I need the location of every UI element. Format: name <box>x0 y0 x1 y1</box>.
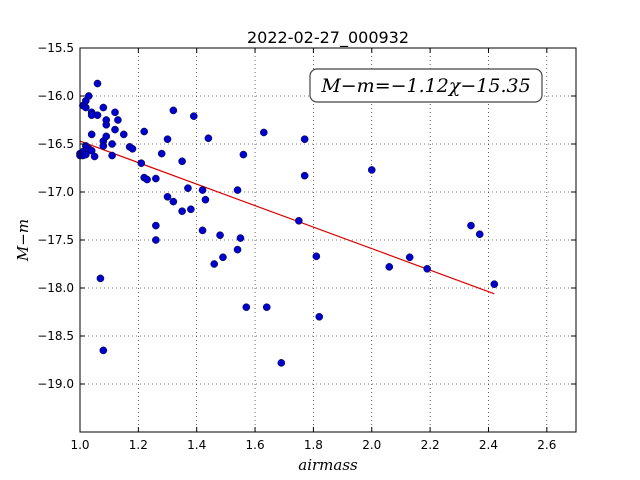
data-point <box>111 108 119 117</box>
y-tick-label: −19.0 <box>37 377 74 391</box>
data-point <box>137 159 146 167</box>
data-point <box>82 103 90 112</box>
data-point <box>99 103 108 112</box>
data-point <box>204 134 213 143</box>
x-tick-labels: 1.0 1.2 1.4 1.6 1.8 2.0 2.2 2.4 2.6 <box>70 438 556 452</box>
chart-title: 2022-02-27_000932 <box>247 28 409 48</box>
data-point <box>201 195 210 204</box>
data-point <box>187 205 195 214</box>
data-point <box>90 152 99 161</box>
data-point <box>99 142 108 150</box>
data-point <box>367 166 376 174</box>
x-tick-label: 2.6 <box>537 438 556 452</box>
data-point <box>423 264 432 273</box>
data-point <box>114 116 122 124</box>
data-point <box>102 132 111 141</box>
y-tick-label: −17.5 <box>37 233 74 247</box>
data-point <box>475 230 484 239</box>
y-tick-label: −15.5 <box>37 41 74 55</box>
y-tick-label: −16.5 <box>37 137 74 151</box>
x-tick-label: 2.4 <box>479 438 498 452</box>
data-point <box>233 186 242 194</box>
data-point <box>93 111 102 119</box>
data-point <box>108 140 116 148</box>
data-point <box>262 303 271 312</box>
data-point <box>198 226 207 235</box>
data-point <box>219 253 227 262</box>
data-point <box>178 157 186 166</box>
ticks <box>79 47 576 432</box>
data-point <box>169 197 178 206</box>
data-point <box>405 253 414 262</box>
x-tick-label: 1.8 <box>304 438 323 452</box>
data-point <box>111 125 119 134</box>
data-point <box>128 144 137 153</box>
data-point <box>119 130 128 139</box>
data-point <box>233 245 242 254</box>
points-layer <box>76 79 499 367</box>
data-point <box>236 234 245 242</box>
data-point <box>239 150 248 159</box>
data-point <box>152 236 160 244</box>
data-point <box>152 221 160 230</box>
y-tick-label: −18.5 <box>37 329 74 343</box>
data-point <box>210 260 219 268</box>
data-point <box>140 127 148 136</box>
y-axis-label: M−m <box>14 219 32 262</box>
data-point <box>102 116 111 124</box>
data-point <box>300 171 309 180</box>
x-tick-label: 1.6 <box>246 438 265 452</box>
data-point <box>295 216 303 225</box>
data-point <box>467 221 475 230</box>
fit-equation-box: M−m=−1.12χ−15.35 <box>309 68 543 103</box>
y-tick-label: −16.0 <box>37 89 74 103</box>
data-point <box>216 231 224 239</box>
x-tick-label: 1.0 <box>70 438 89 452</box>
data-point <box>152 174 160 183</box>
x-tick-label: 2.2 <box>421 438 440 452</box>
fit-equation: M−m=−1.12χ−15.35 <box>320 75 530 97</box>
data-point <box>277 359 286 367</box>
data-point <box>143 175 151 184</box>
data-point <box>490 280 499 288</box>
data-point <box>184 184 192 192</box>
data-point <box>163 192 172 201</box>
data-point <box>300 135 309 143</box>
data-point <box>157 149 166 158</box>
data-point <box>315 312 324 321</box>
data-point <box>93 79 102 88</box>
x-axis-label: airmass <box>298 456 358 474</box>
data-point <box>87 130 96 139</box>
y-tick-label: −18.0 <box>37 281 74 295</box>
data-point <box>84 92 93 100</box>
x-tick-label: 2.0 <box>362 438 381 452</box>
data-point <box>178 207 186 215</box>
data-point <box>163 135 172 143</box>
x-tick-label: 1.2 <box>129 438 148 452</box>
data-point <box>108 151 116 160</box>
data-point <box>312 252 321 261</box>
data-point <box>169 106 178 115</box>
data-point <box>99 346 108 355</box>
x-tick-label: 1.4 <box>187 438 206 452</box>
y-tick-label: −17.0 <box>37 185 74 199</box>
data-point <box>242 303 251 312</box>
data-point <box>385 263 394 271</box>
data-point <box>198 186 207 194</box>
data-point <box>96 274 105 283</box>
y-tick-labels: −15.5 −16.0 −16.5 −17.0 −17.5 −18.0 −18.5 −19.0 <box>37 41 74 391</box>
data-point <box>260 128 268 137</box>
data-point <box>189 112 198 120</box>
